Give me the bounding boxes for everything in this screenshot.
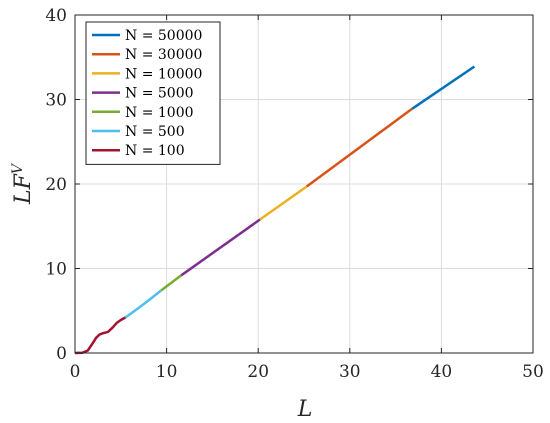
x-tick-label: 0 (70, 362, 81, 382)
legend-label: N = 30000 (125, 47, 202, 63)
series-line (124, 289, 162, 319)
x-tick-label: 20 (247, 362, 269, 382)
legend-label: N = 10000 (125, 66, 202, 82)
y-tick-label: 0 (56, 344, 67, 364)
x-tick-label: 30 (339, 362, 361, 382)
series-line (74, 316, 126, 355)
y-tick-label: 10 (45, 260, 67, 280)
legend-label: N = 50000 (125, 28, 202, 44)
legend-label: N = 100 (125, 143, 185, 159)
legend-label: N = 1000 (125, 105, 194, 121)
series-lines (74, 65, 476, 355)
x-tick-label: 10 (156, 362, 178, 382)
x-tick-label: 40 (431, 362, 453, 382)
series-line (411, 65, 476, 110)
series-line (305, 107, 413, 188)
y-tick-label: 20 (45, 175, 67, 195)
series-line (160, 274, 183, 292)
legend-label: N = 500 (125, 124, 185, 140)
series-line (259, 185, 308, 221)
y-tick-label: 40 (45, 6, 67, 26)
x-tick-label: 50 (522, 362, 544, 382)
series-line (180, 218, 261, 277)
y-axis-label-sup: V (10, 162, 26, 174)
ticks: 0 10 20 30 40 50 0 10 20 30 40 (45, 6, 543, 382)
legend-label: N = 5000 (125, 86, 194, 102)
y-tick-label: 30 (45, 91, 67, 111)
y-axis-label-main: LF (11, 173, 36, 205)
x-axis-label: L (297, 397, 313, 422)
legend: N = 50000 N = 30000 N = 10000 N = 5000 N = 1… (85, 21, 221, 165)
y-axis-label: LFV (10, 162, 36, 205)
